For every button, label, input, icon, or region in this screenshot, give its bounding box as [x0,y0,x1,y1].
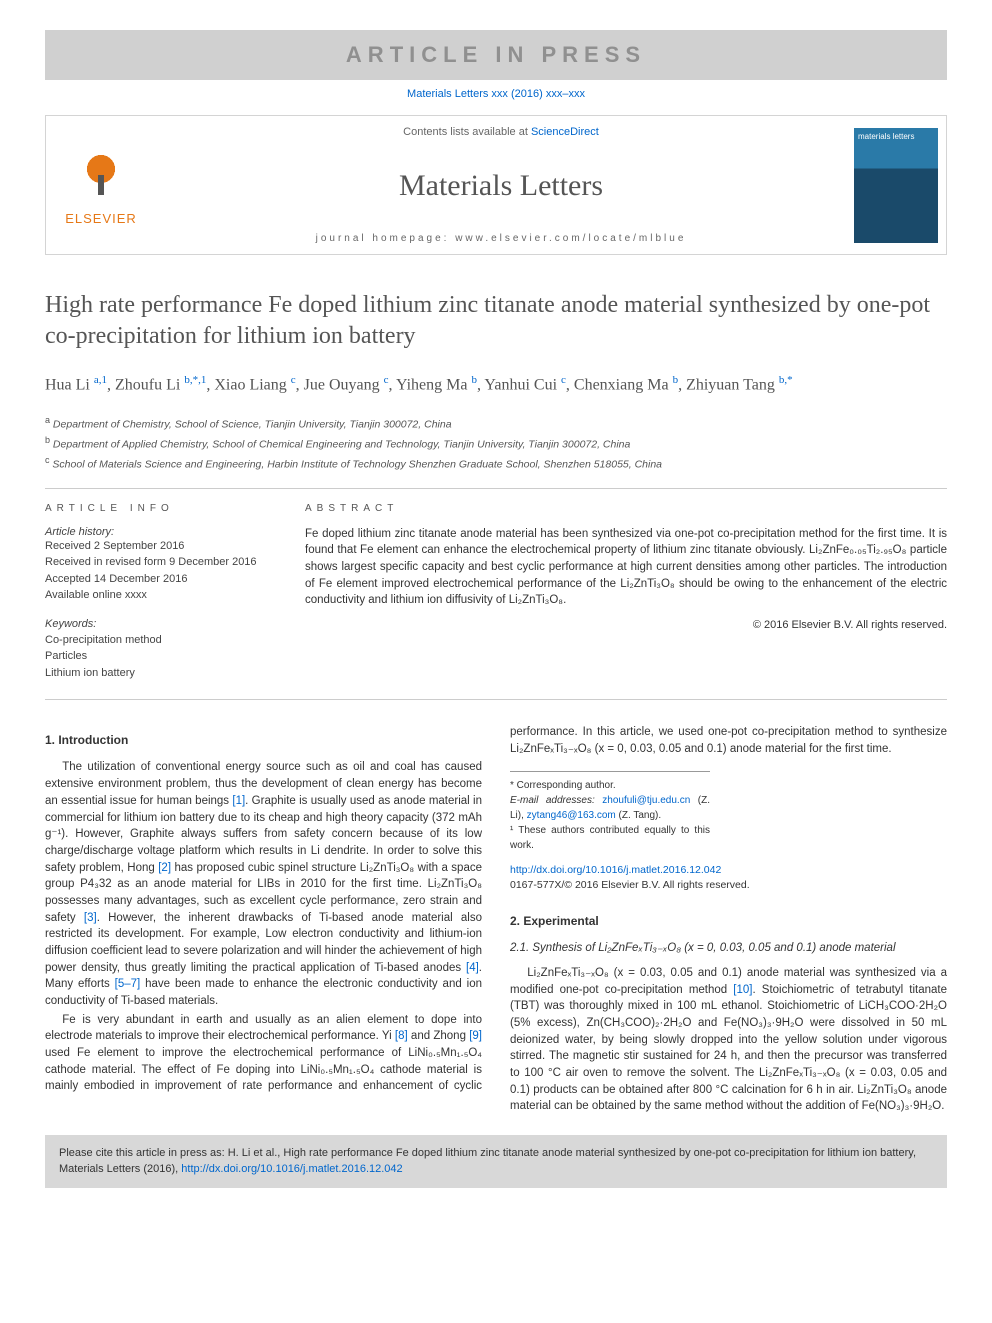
footnotes-block: * Corresponding author. E-mail addresses… [510,771,710,853]
elsevier-logo: ELSEVIER [46,116,156,254]
cite-this-article-banner: Please cite this article in press as: H.… [45,1135,947,1188]
email-label: E-mail addresses: [510,795,602,806]
cover-image: materials letters [854,128,938,243]
footnote-emails: E-mail addresses: zhoufuli@tju.edu.cn (Z… [510,793,710,823]
header-center: Contents lists available at ScienceDirec… [156,116,846,254]
article-history-label: Article history: [45,526,275,538]
abstract-column: ABSTRACT Fe doped lithium zinc titanate … [305,503,947,682]
article-history-list: Received 2 September 2016Received in rev… [45,538,275,604]
abstract-copyright: © 2016 Elsevier B.V. All rights reserved… [305,619,947,631]
article-info-label: ARTICLE INFO [45,503,275,514]
contents-prefix: Contents lists available at [403,126,531,138]
citation-top: Materials Letters xxx (2016) xxx–xxx [45,88,947,100]
elsevier-brand-text: ELSEVIER [65,211,137,226]
journal-title-header: Materials Letters [399,169,603,203]
article-title: High rate performance Fe doped lithium z… [45,290,947,352]
section-1-heading: 1. Introduction [45,732,482,749]
sciencedirect-link[interactable]: ScienceDirect [531,126,599,138]
email-name-2: (Z. Tang). [616,810,661,821]
body-columns: 1. Introduction The utilization of conve… [45,724,947,1115]
contents-lists-line: Contents lists available at ScienceDirec… [403,126,599,138]
abstract-label: ABSTRACT [305,503,947,514]
elsevier-tree-icon [71,145,131,205]
journal-homepage: journal homepage: www.elsevier.com/locat… [316,233,687,244]
affiliations-block: a Department of Chemistry, School of Sci… [45,413,947,489]
issn-copyright: 0167-577X/© 2016 Elsevier B.V. All right… [510,879,750,891]
authors-line: Hua Li a,1, Zhoufu Li b,*,1, Xiao Liang … [45,372,947,397]
section-2-heading: 2. Experimental [510,913,947,930]
section-1-para-1: The utilization of conventional energy s… [45,759,482,1009]
doi-block: http://dx.doi.org/10.1016/j.matlet.2016.… [510,863,947,892]
keywords-list: Co-precipitation methodParticlesLithium … [45,632,275,682]
journal-header-box: ELSEVIER Contents lists available at Sci… [45,115,947,255]
doi-link[interactable]: http://dx.doi.org/10.1016/j.matlet.2016.… [510,864,721,876]
cite-doi-link[interactable]: http://dx.doi.org/10.1016/j.matlet.2016.… [181,1163,402,1175]
article-in-press-banner: ARTICLE IN PRESS [45,30,947,80]
journal-cover-thumb: materials letters [846,116,946,254]
abstract-text: Fe doped lithium zinc titanate anode mat… [305,526,947,609]
section-2-1-heading: 2.1. Synthesis of Li₂ZnFeₓTi₃₋ₓO₈ (x = 0… [510,940,947,957]
keywords-label: Keywords: [45,618,275,630]
email-link-2[interactable]: zytang46@163.com [527,810,616,821]
footnote-corresponding: * Corresponding author. [510,778,710,793]
email-link-1[interactable]: zhoufuli@tju.edu.cn [602,795,690,806]
footnote-equal-contrib: ¹ These authors contributed equally to t… [510,823,710,853]
section-2-1-para-1: Li₂ZnFeₓTi₃₋ₓO₈ (x = 0.03, 0.05 and 0.1)… [510,965,947,1115]
article-info-column: ARTICLE INFO Article history: Received 2… [45,503,275,682]
